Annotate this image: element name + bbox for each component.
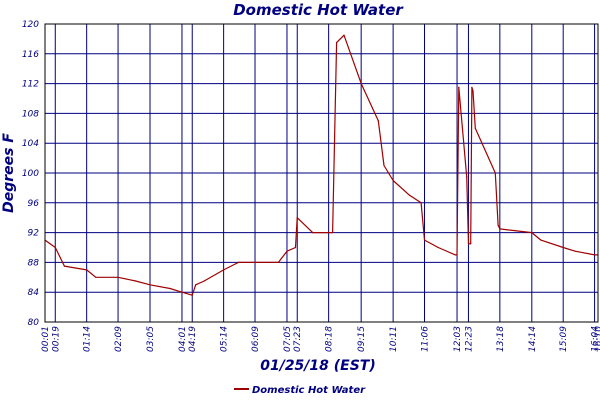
x-tick-label: 13:18 bbox=[496, 326, 506, 352]
data-point bbox=[169, 287, 171, 290]
x-tick-label: 09:15 bbox=[357, 326, 367, 352]
data-point bbox=[86, 269, 88, 271]
data-point bbox=[383, 164, 385, 167]
y-tick-label: 108 bbox=[22, 109, 39, 119]
plot-frame bbox=[44, 23, 599, 323]
data-point bbox=[471, 86, 473, 88]
x-tick-label: 07:05 bbox=[283, 326, 293, 352]
data-point bbox=[470, 243, 472, 245]
y-tick-label: 100 bbox=[22, 169, 39, 179]
x-tick-label: 16:10 bbox=[594, 326, 600, 352]
data-point bbox=[117, 276, 119, 278]
data-point bbox=[392, 179, 394, 182]
legend-label: Domestic Hot Water bbox=[252, 385, 366, 396]
data-point bbox=[294, 246, 297, 249]
y-tick-label: 80 bbox=[28, 318, 40, 328]
data-point bbox=[377, 120, 379, 122]
series-line bbox=[44, 34, 598, 296]
x-tick-label: 04:01 bbox=[178, 326, 188, 352]
data-point bbox=[497, 224, 499, 226]
data-point bbox=[466, 176, 468, 178]
data-point bbox=[343, 34, 345, 36]
y-axis-label: Degrees F bbox=[1, 133, 17, 213]
data-point bbox=[203, 280, 205, 282]
x-tick-label: 06:09 bbox=[251, 326, 261, 352]
x-tick-label: 07:23 bbox=[293, 326, 303, 352]
data-point bbox=[95, 276, 97, 278]
data-point bbox=[454, 254, 456, 256]
data-point bbox=[277, 261, 280, 263]
x-tick-label: 05:14 bbox=[220, 326, 230, 352]
y-tick-label: 104 bbox=[22, 139, 39, 149]
y-tick-label: 96 bbox=[28, 199, 40, 209]
x-tick-labels: 00:01 00:19 01:14 02:09 03:05 04:01 04:19 05:14… bbox=[41, 326, 600, 352]
data-point bbox=[494, 172, 496, 174]
data-point bbox=[149, 284, 151, 286]
legend: Domestic Hot Water bbox=[234, 385, 366, 396]
data-point bbox=[420, 202, 422, 204]
chart-title: Domestic Hot Water bbox=[233, 1, 404, 19]
data-point bbox=[574, 250, 576, 252]
y-tick-label: 116 bbox=[22, 50, 39, 60]
x-tick-label: 11:06 bbox=[421, 326, 431, 352]
y-tick-label: 88 bbox=[28, 258, 40, 268]
data-point bbox=[472, 90, 474, 92]
x-tick-label: 16:04 bbox=[591, 326, 600, 352]
data-point bbox=[458, 86, 460, 88]
x-tick-label: 08:18 bbox=[325, 326, 335, 352]
data-point bbox=[456, 254, 458, 256]
y-tick-label: 112 bbox=[22, 80, 39, 90]
x-tick-label: 01:14 bbox=[83, 326, 93, 352]
x-tick-label: 12:03 bbox=[453, 326, 463, 352]
data-point bbox=[360, 83, 362, 85]
data-point bbox=[593, 254, 596, 256]
data-point bbox=[54, 246, 56, 249]
data-point bbox=[254, 261, 256, 263]
y-tick-label: 92 bbox=[28, 229, 40, 239]
data-point bbox=[562, 246, 564, 249]
data-point bbox=[328, 232, 330, 234]
data-point bbox=[195, 284, 197, 286]
data-point bbox=[540, 239, 542, 241]
data-point bbox=[467, 243, 470, 245]
data-point bbox=[135, 280, 137, 282]
grid bbox=[44, 23, 599, 323]
x-tick-label: 00:19 bbox=[51, 326, 61, 352]
x-tick-label: 15:09 bbox=[559, 326, 569, 352]
data-point bbox=[409, 194, 411, 196]
x-tick-label: 00:01 bbox=[41, 326, 51, 352]
data-point bbox=[336, 42, 338, 44]
data-point bbox=[286, 250, 288, 252]
x-tick-label: 02:09 bbox=[114, 326, 124, 352]
x-tick-label: 03:05 bbox=[146, 326, 156, 352]
x-axis-label: 01/25/18 (EST) bbox=[260, 358, 376, 374]
data-point bbox=[181, 291, 183, 293]
data-point bbox=[223, 269, 225, 271]
data-point bbox=[63, 265, 66, 267]
x-tick-label: 14:14 bbox=[528, 326, 538, 352]
x-tick-label: 04:19 bbox=[188, 326, 198, 352]
y-tick-label: 120 bbox=[22, 20, 39, 30]
data-point bbox=[437, 246, 439, 249]
y-tick-labels: 80 84 88 92 96 100 104 108 112 116 120 bbox=[22, 20, 39, 328]
data-point bbox=[332, 232, 334, 234]
data-point bbox=[423, 239, 426, 241]
x-tick-label: 12:23 bbox=[464, 326, 474, 352]
data-point bbox=[237, 261, 240, 263]
x-tick-label: 10:11 bbox=[389, 326, 399, 352]
data-point bbox=[474, 127, 476, 129]
data-point bbox=[531, 232, 533, 234]
data-point bbox=[312, 232, 314, 234]
data-point bbox=[499, 228, 501, 230]
data-point bbox=[191, 294, 193, 296]
y-tick-label: 84 bbox=[28, 288, 40, 298]
data-point bbox=[296, 217, 298, 219]
series-layer bbox=[44, 34, 599, 296]
